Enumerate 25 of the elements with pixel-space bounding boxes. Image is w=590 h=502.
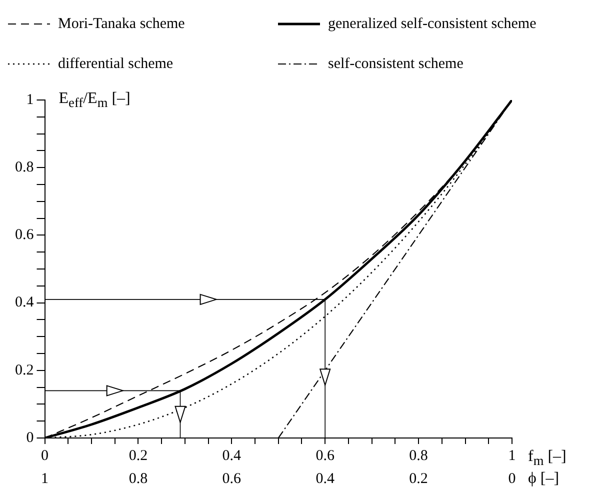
x2-tick-label: 0.6	[222, 470, 242, 487]
x-axis-title: f$_{m}$ [–]	[528, 448, 566, 470]
x-tick-label: 1	[508, 448, 516, 464]
legend-label: Mori-Tanaka scheme	[58, 16, 185, 32]
x2-axis-title: ϕ [–]	[528, 470, 560, 488]
y-tick-label: 0	[26, 430, 34, 446]
y-tick-label: 0.2	[15, 362, 34, 378]
legend-label: self-consistent scheme	[328, 56, 464, 72]
x2-tick-label: 0.4	[316, 470, 335, 487]
y-tick-label: 1	[26, 92, 34, 108]
x2-tick-label: 1	[41, 470, 48, 487]
x-tick-label: 0.6	[316, 448, 335, 464]
legend-label: differential scheme	[58, 56, 174, 72]
y-tick-label: 0.6	[15, 227, 34, 244]
y-axis-title: E$_{eff}$/E$_{m}$ [–]	[58, 90, 130, 112]
x2-tick-label: 0.8	[128, 470, 148, 487]
x2-tick-label: 0	[508, 470, 516, 487]
x-tick-label: 0.4	[222, 448, 242, 464]
y-tick-label: 0.8	[15, 160, 34, 176]
x-tick-label: 0.2	[128, 448, 148, 464]
y-tick-label: 0.4	[15, 294, 34, 311]
x-tick-label: 0	[41, 448, 48, 464]
x-tick-label: 0.8	[409, 448, 428, 464]
x2-tick-label: 0.2	[409, 470, 428, 487]
legend-label: generalized self-consistent scheme	[328, 16, 536, 32]
